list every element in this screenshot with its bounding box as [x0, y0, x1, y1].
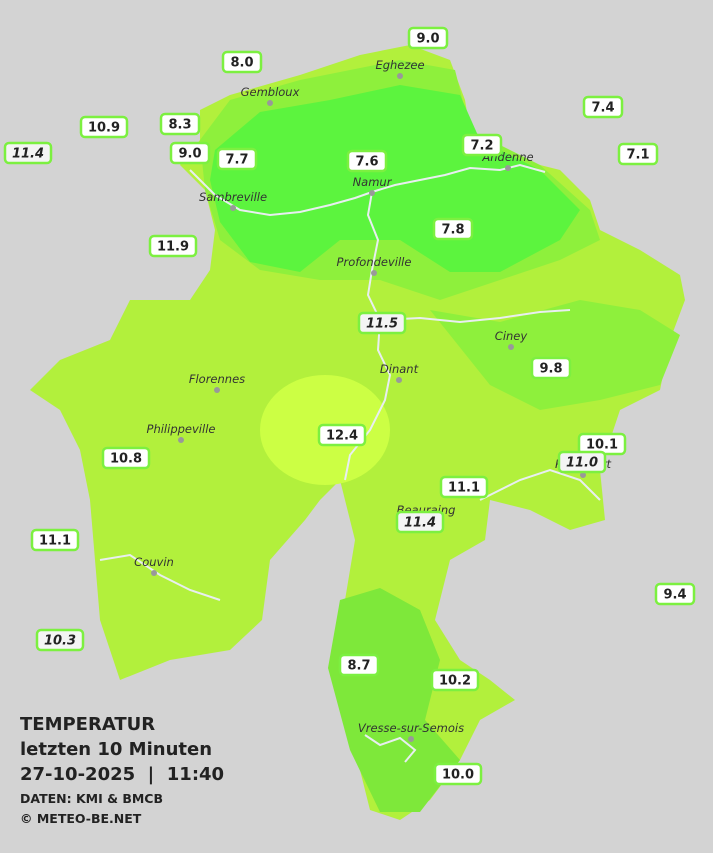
city-name: Ciney	[495, 329, 528, 343]
station-box	[439, 475, 489, 499]
legend-copyright: © METEO-BE.NET	[20, 811, 142, 826]
station-box	[432, 217, 474, 241]
city-dot	[178, 437, 184, 443]
station-box	[3, 141, 53, 165]
station-box	[430, 668, 480, 692]
station-box	[530, 356, 572, 380]
city-name: Namur	[353, 175, 393, 189]
city-dot	[214, 387, 220, 393]
station-box	[30, 528, 80, 552]
station-value: 9.8	[539, 362, 562, 377]
station-box	[654, 582, 696, 606]
station-value: 7.6	[355, 155, 378, 170]
city-name: Florennes	[189, 372, 245, 386]
station-value: 8.0	[230, 56, 253, 71]
city-name: Dinant	[380, 362, 419, 376]
city-name: Sambreville	[199, 190, 267, 204]
zone-south	[328, 588, 460, 812]
city-name: Eghezee	[375, 58, 424, 72]
station-box	[317, 423, 367, 447]
station-value: 7.2	[470, 139, 493, 154]
city-dot	[151, 570, 157, 576]
legend-period: letzten 10 Minuten	[20, 739, 212, 760]
station-value: 11.4	[12, 147, 44, 162]
city-dot	[580, 472, 586, 478]
station-value: 7.8	[441, 223, 464, 238]
city-dot	[371, 270, 377, 276]
station-box	[461, 133, 503, 157]
zone-east	[430, 300, 680, 410]
station-box	[407, 26, 449, 50]
station-box	[79, 115, 129, 139]
legend-source: DATEN: KMI & BMCB	[20, 791, 163, 806]
station-value: 7.4	[591, 101, 614, 116]
station-box	[433, 762, 483, 786]
station-box	[346, 149, 388, 173]
station-value: 11.1	[39, 534, 71, 549]
station-box	[35, 628, 85, 652]
station-box	[221, 50, 263, 74]
station-value: 11.1	[448, 481, 480, 496]
city-name: Profondeville	[337, 255, 412, 269]
station-box	[357, 311, 407, 335]
station-box	[582, 95, 624, 119]
city-dot	[505, 165, 511, 171]
station-value: 9.0	[416, 32, 439, 47]
city-name: Couvin	[134, 555, 174, 569]
station-value: 10.0	[442, 768, 474, 783]
station-value: 12.4	[326, 429, 358, 444]
station-value: 10.3	[44, 634, 76, 649]
station-box	[617, 142, 659, 166]
city-dot	[408, 736, 414, 742]
station-value: 10.8	[110, 452, 142, 467]
station-value: 9.0	[178, 147, 201, 162]
station-value: 10.9	[88, 121, 120, 136]
station-box	[338, 653, 380, 677]
city-dot	[396, 377, 402, 383]
station-box	[557, 450, 607, 474]
station-value: 8.7	[347, 659, 370, 674]
city-dot	[508, 344, 514, 350]
station-value: 7.7	[225, 153, 248, 168]
station-box	[159, 112, 201, 136]
station-box	[395, 510, 445, 534]
station-box	[169, 141, 211, 165]
station-value: 11.5	[366, 317, 398, 332]
station-box	[101, 446, 151, 470]
station-value: 8.3	[168, 118, 191, 133]
station-value: 11.9	[157, 240, 189, 255]
station-box	[216, 147, 258, 171]
city-dot	[230, 205, 236, 211]
station-value: 10.2	[439, 674, 471, 689]
station-value: 11.0	[566, 456, 598, 471]
city-name: Gembloux	[241, 85, 300, 99]
legend-timestamp: 27-10-2025 | 11:40	[20, 764, 224, 785]
city-dot	[397, 73, 403, 79]
legend-title: TEMPERATUR	[20, 714, 155, 735]
city-dot	[267, 100, 273, 106]
city-dot	[369, 190, 375, 196]
station-value: 7.1	[626, 148, 649, 163]
city-name: Philippeville	[147, 422, 216, 436]
zone-cold	[210, 85, 580, 272]
station-box	[148, 234, 198, 258]
station-value: 10.1	[586, 438, 618, 453]
station-value: 11.4	[404, 516, 436, 531]
station-value: 9.4	[663, 588, 686, 603]
city-name: Vresse-sur-Semois	[358, 721, 464, 735]
